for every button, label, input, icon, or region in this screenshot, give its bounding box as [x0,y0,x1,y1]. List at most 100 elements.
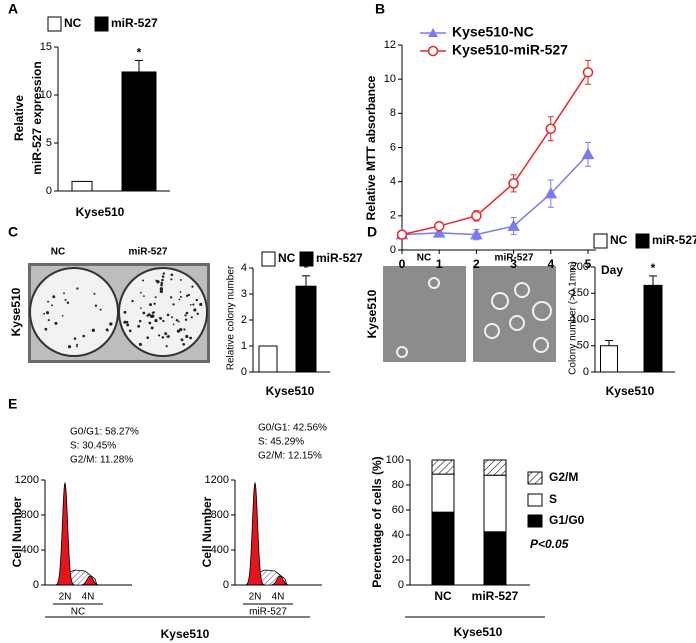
colony-dot [156,280,160,284]
colony-dot [76,343,79,346]
colony-dot [106,329,109,332]
y-tick-label: 40 [392,529,404,541]
colony-dot [123,320,127,324]
y-tick-label: 1200 [15,474,39,486]
colony-dot [64,298,67,301]
sample-label: miR-527 [249,607,287,618]
y-tick-label: 0 [390,244,396,256]
colony-dot [190,316,193,319]
legend-label: miR-527 [652,233,696,247]
colony-dot [161,336,165,339]
colony-dot [151,314,155,318]
colony-dot [91,328,96,333]
colony-dot [76,287,79,290]
colony-dot [185,311,189,315]
colony-dot [160,281,164,285]
y-tick-label: 1 [241,340,247,352]
y-tick-label: 400 [21,544,39,556]
colony-dot [191,285,194,288]
legend-label: Kyse510-miR-527 [452,42,568,58]
y-axis-label: Cell Number [10,496,24,567]
colony-dot [47,300,50,303]
image-label: miR-527 [495,253,534,264]
colony-dot [170,296,173,299]
panel-letter: D [367,224,377,240]
x-axis-label: Day [601,263,623,277]
histogram-g2-peak [271,575,289,586]
colony-dot [187,293,191,297]
legend-label: miR-527 [111,16,158,30]
peak-label: 4N [82,592,95,603]
colony-dot [126,323,130,327]
y-tick-label: 5 [46,137,52,149]
marker [544,187,558,199]
colony-dot [52,295,56,299]
colony-dot [140,291,142,294]
marker [581,147,595,160]
y-tick-label: 60 [392,504,404,516]
colony-dot [154,296,157,299]
series-line [401,71,589,236]
colony-dot [165,345,168,348]
colony-dot [44,327,48,331]
y-tick-label: 0 [46,185,52,197]
legend-label: miR-527 [316,251,363,265]
legend-swatch [527,493,543,507]
bar-segment [431,473,455,513]
panel-letter: C [8,224,18,240]
y-tick-label: 10 [40,89,52,101]
colony-dot [154,318,158,323]
legend-swatch [593,233,608,249]
y-tick-label: 150 [571,287,589,299]
colony-dot [192,303,195,306]
colony-dot [178,298,181,301]
colony-dot [185,334,189,339]
x-axis-label: Kyse510 [266,384,315,398]
y-tick-label: 800 [211,509,229,521]
colony-dot [194,309,197,311]
group-label: Kyse510 [161,627,210,641]
y-tick-label: 200 [571,261,589,273]
p-value-note: P<0.05 [530,537,569,551]
colony-micrograph [383,266,556,362]
y-tick-label: 1200 [205,474,229,486]
marker [471,210,482,222]
legend-label: NC [64,16,82,30]
colony-dot [140,307,142,309]
colony-dot [184,318,188,321]
bar-segment [483,531,507,586]
peak-label: 2N [59,592,72,603]
x-tick-label: 1 [436,257,443,271]
colony-dot [162,319,165,323]
annotation: S: 45.29% [258,437,304,448]
colony-dot [131,299,134,303]
colony-plate-image [28,263,210,363]
colony-dot [199,302,203,306]
colony-dot [137,324,141,328]
colony-dot [196,312,199,316]
marker [582,67,594,78]
y-tick-label: 50 [577,340,589,352]
peak-label: 2N [249,592,262,603]
bar-segment [431,511,455,586]
colony-dot [162,272,166,275]
x-axis-label: Kyse510 [454,625,503,639]
colony-dot [182,342,186,346]
marker [545,123,557,134]
bar [295,285,317,373]
panel-letter: E [8,396,17,412]
y-tick-label: 4 [390,176,396,188]
colony-dot [179,291,182,293]
y-axis-label: miR-527 expression [30,61,44,174]
y-tick-label: 2 [390,210,396,222]
colony-dot [171,316,174,319]
colony-dot [45,311,50,315]
colony-dot [195,298,198,302]
colony-dot [63,292,65,295]
legend-marker [428,28,438,37]
colony-dot [153,302,156,305]
y-tick-label: 12 [384,39,396,51]
bar [71,180,93,192]
y-tick-label: 6 [390,141,396,153]
annotation: S: 30.45% [70,441,116,452]
